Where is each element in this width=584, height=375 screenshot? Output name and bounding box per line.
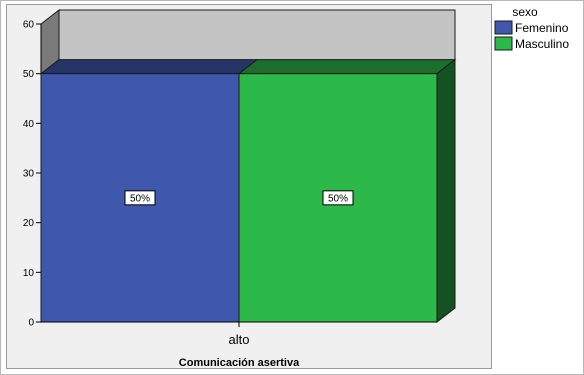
- legend-swatch: [494, 20, 513, 35]
- legend-title: sexo: [512, 5, 538, 19]
- y-tick-label: 50: [23, 69, 35, 80]
- data-label: 50%: [322, 190, 354, 206]
- y-tick-label: 10: [23, 268, 35, 279]
- x-axis: alto Comunicación asertiva: [41, 321, 437, 369]
- bars: [39, 58, 457, 324]
- x-tick-label: alto: [229, 332, 250, 347]
- bar-top-face: [39, 59, 259, 75]
- y-tick-label: 40: [23, 119, 35, 130]
- data-labels: 50% 50%: [124, 190, 354, 206]
- bar-top-face: [237, 59, 457, 75]
- y-axis: 0 10 20 30 40 50 60: [23, 20, 42, 329]
- svg-text:50%: 50%: [130, 193, 150, 204]
- y-tick-label: 0: [28, 318, 34, 329]
- legend-label: Femenino: [515, 21, 569, 35]
- y-tick-label: 30: [23, 169, 35, 180]
- x-axis-title: Comunicación asertiva: [179, 357, 300, 369]
- bar-side-face: [436, 58, 456, 324]
- y-tick-label: 60: [23, 20, 35, 31]
- legend-label: Masculino: [515, 37, 569, 51]
- svg-text:50%: 50%: [328, 193, 348, 204]
- legend-swatch: [494, 36, 513, 51]
- y-tick-label: 20: [23, 218, 35, 229]
- data-label: 50%: [124, 190, 156, 206]
- legend: sexo Femenino Masculino: [494, 5, 569, 51]
